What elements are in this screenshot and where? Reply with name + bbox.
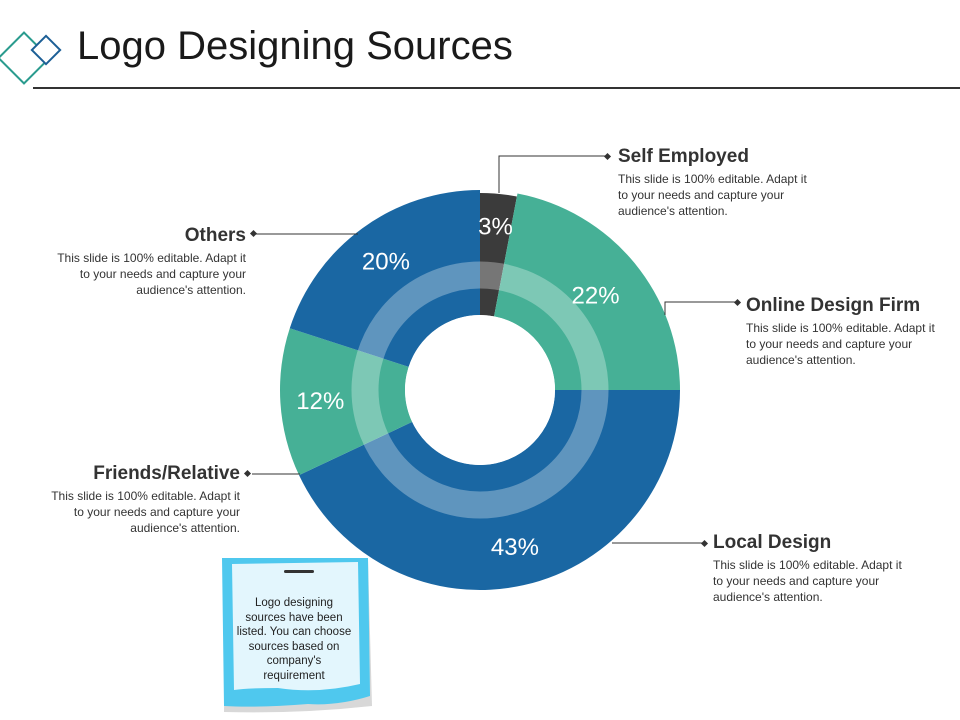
logo-diamonds-icon [0,31,62,85]
slice-friends-relative [280,328,413,476]
inner-highlight-ring [351,261,609,519]
callout-body: This slide is 100% editable. Adapt it to… [51,489,240,535]
page-title: Logo Designing Sources [77,24,513,68]
note-dash-icon [284,570,314,573]
callout-online-design-firm: Online Design Firm This slide is 100% ed… [746,295,946,368]
callout-body: This slide is 100% editable. Adapt it to… [713,558,902,604]
pct-label-local-design: 43% [491,534,539,561]
callout-heading: Local Design [713,532,832,553]
callout-heading: Online Design Firm [746,295,921,316]
connector-online-design-firm [664,301,737,315]
note-text: Logo designing sources have been listed.… [236,597,352,682]
marker-online-design-firm [733,298,742,307]
slice-online-design-firm [494,193,680,390]
sticky-note [222,558,372,713]
callout-heading: Friends/Relative [93,463,240,484]
callout-heading: Self Employed [618,146,749,167]
marker-friends-relative [243,469,252,478]
slice-local-design [299,390,680,590]
donut-hole [405,315,555,465]
callout-body: This slide is 100% editable. Adapt it to… [57,251,246,297]
callout-heading: Others [184,225,246,246]
marker-self-employed [603,152,612,161]
callout-self-employed: Self Employed This slide is 100% editabl… [618,146,818,219]
callout-local-design: Local Design This slide is 100% editable… [713,532,913,605]
marker-local-design [700,539,709,548]
slice-self-employed [480,193,517,317]
pct-label-self-employed: 3% [478,214,513,241]
marker-others [249,229,258,238]
slice-others [289,190,480,367]
callout-friends-relative: Friends/Relative This slide is 100% edit… [40,463,240,536]
pct-label-online-design-firm: 22% [572,282,620,309]
title-divider [33,87,960,89]
callout-body: This slide is 100% editable. Adapt it to… [618,172,807,218]
pct-label-others: 20% [362,249,410,276]
pct-label-friends-relative: 12% [296,388,344,415]
connector-self-employed [498,155,607,193]
callout-others: Others This slide is 100% editable. Adap… [46,225,246,298]
callout-body: This slide is 100% editable. Adapt it to… [746,321,935,367]
